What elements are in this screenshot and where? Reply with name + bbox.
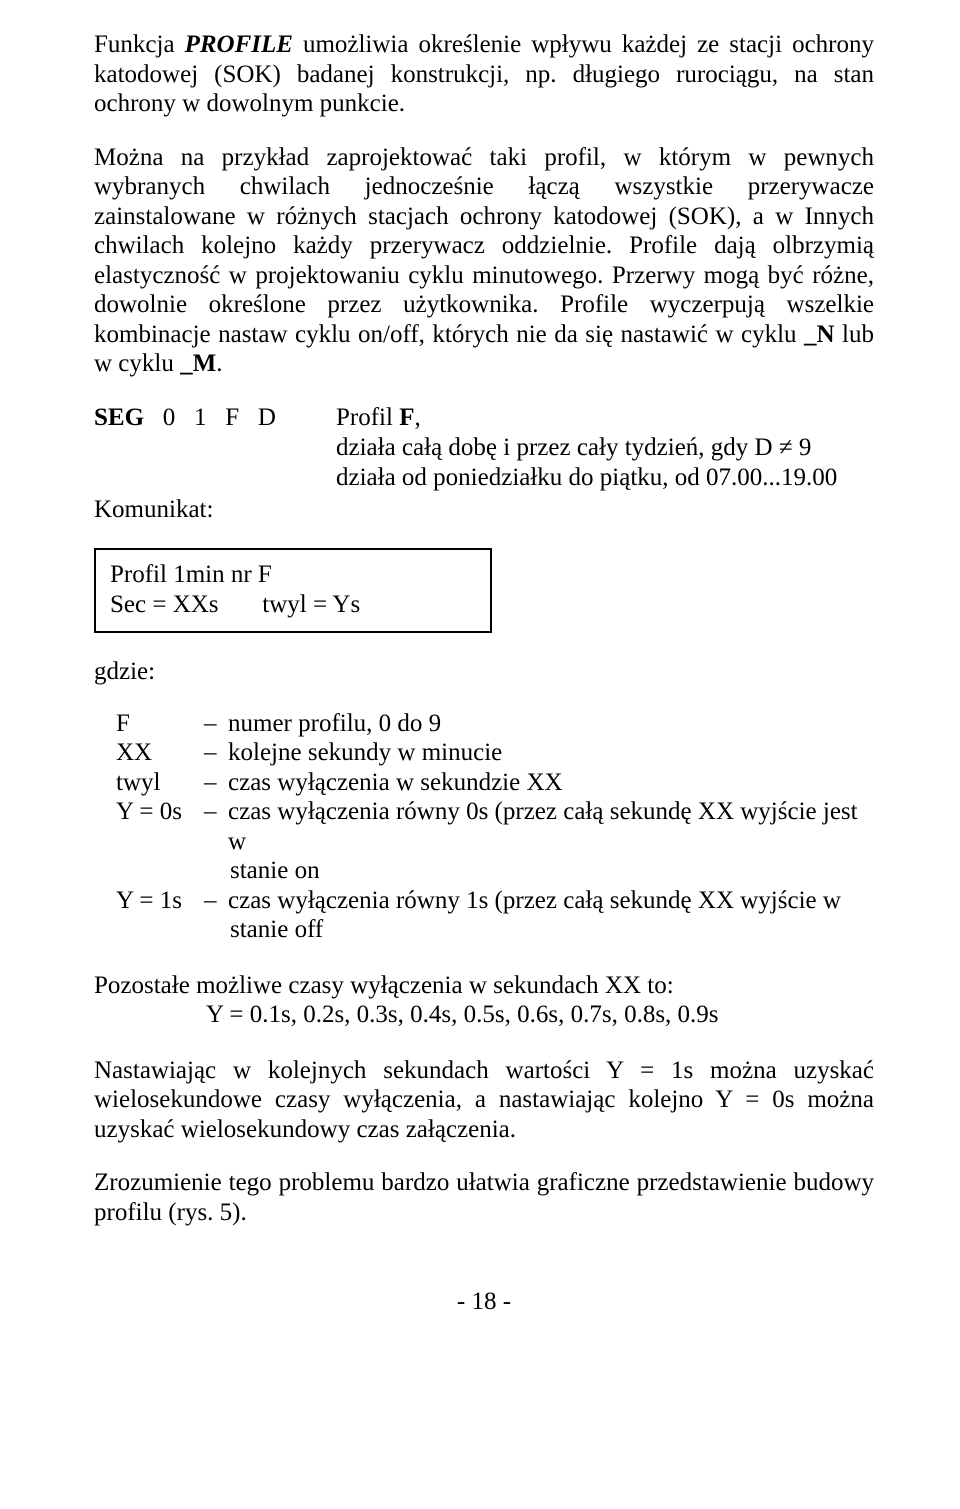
text: , xyxy=(414,404,420,431)
display-box: Profil 1min nr F Sec = XXs twyl = Ys xyxy=(94,548,492,633)
paragraph-3: Nastawiając w kolejnych sekundach wartoś… xyxy=(94,1056,874,1145)
seg-block: SEG 0 1 F D Profil F, działa całą dobę i… xyxy=(94,403,874,525)
definition-symbol: F xyxy=(116,709,204,739)
seg-description: Profil F, działa całą dobę i przez cały … xyxy=(276,403,874,493)
paragraph-2: Można na przykład zaprojektować taki pro… xyxy=(94,143,874,379)
remaining-times-label: Pozostałe możliwe czasy wyłączenia w sek… xyxy=(94,971,874,1001)
definition-dash: – xyxy=(204,886,228,916)
cycle-n: _N xyxy=(804,321,835,348)
definition-text: czas wyłączenia równy 1s (przez całą sek… xyxy=(228,886,874,916)
seg-desc-line-2: działa całą dobę i przez cały tydzień, g… xyxy=(336,433,874,463)
seg-args: 0 1 F D xyxy=(144,404,276,431)
remaining-times: Pozostałe możliwe czasy wyłączenia w sek… xyxy=(94,971,874,1030)
display-line-2: Sec = XXs twyl = Ys xyxy=(110,590,476,620)
definition-text: numer profilu, 0 do 9 xyxy=(228,709,874,739)
remaining-times-values: Y = 0.1s, 0.2s, 0.3s, 0.4s, 0.5s, 0.6s, … xyxy=(206,1000,874,1030)
definition-symbol: Y = 1s xyxy=(116,886,204,916)
seg-desc-line-3: działa od poniedziałku do piątku, od 07.… xyxy=(336,463,874,493)
seg-label: SEG xyxy=(94,404,144,431)
definition-symbol: twyl xyxy=(116,768,204,798)
text: Można na przykład zaprojektować taki pro… xyxy=(94,144,874,348)
text: Profil xyxy=(336,404,399,431)
definition-dash: – xyxy=(204,797,228,856)
definition-row: Y = 0s–czas wyłączenia równy 0s (przez c… xyxy=(116,797,874,856)
definition-text: kolejne sekundy w minucie xyxy=(228,738,874,768)
profile-f: F xyxy=(399,404,414,431)
cycle-m: _M xyxy=(180,350,216,377)
definition-list: F–numer profilu, 0 do 9XX–kolejne sekund… xyxy=(116,709,874,945)
display-line-1: Profil 1min nr F xyxy=(110,560,476,590)
definition-continuation: stanie off xyxy=(230,915,874,945)
definition-dash: – xyxy=(204,768,228,798)
definition-row: XX–kolejne sekundy w minucie xyxy=(116,738,874,768)
where-label: gdzie: xyxy=(94,657,874,687)
definition-dash: – xyxy=(204,709,228,739)
komunikat-label: Komunikat: xyxy=(94,495,874,525)
seg-desc-line-1: Profil F, xyxy=(336,403,874,433)
definition-continuation: stanie on xyxy=(230,856,874,886)
definition-symbol: Y = 0s xyxy=(116,797,204,856)
page-number: - 18 - xyxy=(94,1287,874,1317)
definition-row: F–numer profilu, 0 do 9 xyxy=(116,709,874,739)
definition-row: twyl–czas wyłączenia w sekundzie XX xyxy=(116,768,874,798)
text: . xyxy=(216,350,222,377)
seg-command: SEG 0 1 F D xyxy=(94,403,276,433)
definition-symbol: XX xyxy=(116,738,204,768)
definition-dash: – xyxy=(204,738,228,768)
paragraph-4: Zrozumienie tego problemu bardzo ułatwia… xyxy=(94,1168,874,1227)
profile-keyword: PROFILE xyxy=(185,31,293,58)
definition-text: czas wyłączenia w sekundzie XX xyxy=(228,768,874,798)
paragraph-1: Funkcja PROFILE umożliwia określenie wpł… xyxy=(94,30,874,119)
text: Funkcja xyxy=(94,31,185,58)
definition-text: czas wyłączenia równy 0s (przez całą sek… xyxy=(228,797,874,856)
definition-row: Y = 1s–czas wyłączenia równy 1s (przez c… xyxy=(116,886,874,916)
